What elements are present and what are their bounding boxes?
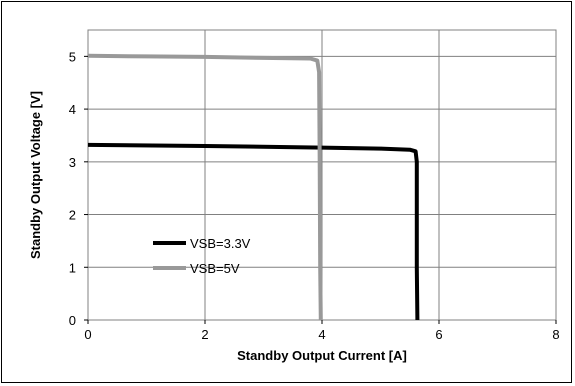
y-tick-label: 4 <box>69 102 76 117</box>
series-line-2 <box>87 53 323 321</box>
tick-labels: 0 2 4 6 8 0 1 2 3 4 5 <box>69 49 560 342</box>
x-tick-label: 0 <box>84 327 91 342</box>
x-tick-label: 4 <box>318 327 325 342</box>
x-axis-title: Standby Output Current [A] <box>237 348 407 363</box>
legend-label: VSB=5V <box>190 261 240 276</box>
legend: VSB=3.3V VSB=5V <box>153 236 251 276</box>
y-tick-label: 0 <box>69 313 76 328</box>
x-tick-label: 2 <box>201 327 208 342</box>
x-tick-label: 6 <box>435 327 442 342</box>
series-line-1 <box>87 142 420 321</box>
x-tick-label: 8 <box>552 327 559 342</box>
legend-label: VSB=3.3V <box>190 236 251 251</box>
y-tick-label: 2 <box>69 208 76 223</box>
y-tick-label: 1 <box>69 260 76 275</box>
y-axis-title: Standby Output Voltage [V] <box>28 91 43 259</box>
y-tick-label: 5 <box>69 49 76 64</box>
y-tick-label: 3 <box>69 155 76 170</box>
series-layer <box>87 53 420 321</box>
